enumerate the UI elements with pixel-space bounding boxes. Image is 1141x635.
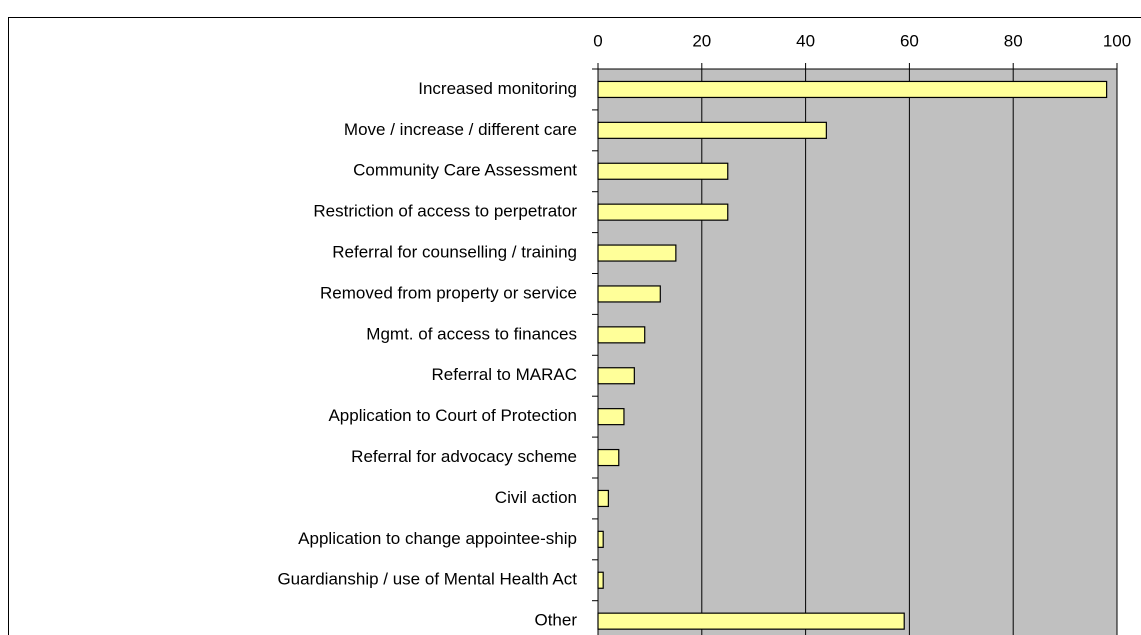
x-tick-label: 100 (1103, 31, 1131, 50)
y-tick-label: Move / increase / different care (344, 120, 577, 139)
x-tick-label: 20 (692, 31, 711, 50)
bar (597, 489, 609, 508)
y-tick-label: Increased monitoring (418, 79, 577, 98)
y-tick-label: Application to Court of Protection (328, 406, 577, 425)
bar (597, 367, 635, 385)
x-tick-label: 80 (1004, 31, 1023, 50)
bar (597, 80, 1108, 99)
bar (597, 121, 827, 139)
y-tick-label: Other (534, 611, 577, 630)
x-tick-label: 60 (900, 31, 919, 50)
bar (597, 612, 905, 630)
x-tick-label: 0 (593, 31, 602, 50)
bar (597, 408, 625, 426)
y-tick-label: Application to change appointee-ship (298, 529, 577, 548)
y-tick-label: Mgmt. of access to finances (366, 324, 577, 343)
y-tick-label: Civil action (495, 488, 577, 507)
y-tick-label: Referral to MARAC (432, 365, 577, 384)
y-tick-label: Referral for advocacy scheme (351, 447, 577, 466)
bar (597, 162, 729, 180)
bar (597, 203, 729, 221)
y-tick-label: Referral for counselling / training (332, 243, 577, 262)
bar (597, 530, 604, 548)
y-tick-label: Community Care Assessment (353, 161, 577, 180)
bar (597, 571, 604, 589)
bar (597, 244, 677, 262)
bar (597, 285, 661, 303)
y-tick-label: Removed from property or service (320, 283, 577, 302)
y-tick-label: Restriction of access to perpetrator (313, 202, 577, 221)
y-tick-label: Guardianship / use of Mental Health Act (277, 570, 577, 589)
bar (597, 326, 646, 344)
plot-area (597, 68, 1118, 635)
x-tick-label: 40 (796, 31, 815, 50)
bar (597, 448, 620, 467)
